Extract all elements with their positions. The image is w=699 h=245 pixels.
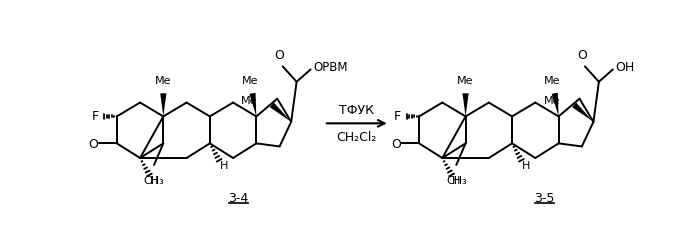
Text: 3-4: 3-4 (229, 192, 249, 205)
Text: Me: Me (544, 96, 560, 106)
Text: H: H (452, 176, 461, 186)
Text: 3-5: 3-5 (535, 192, 555, 205)
Text: Me: Me (241, 96, 258, 106)
Text: F: F (92, 110, 99, 123)
Text: Me: Me (242, 76, 259, 86)
Text: Me: Me (155, 76, 171, 86)
Polygon shape (572, 103, 593, 122)
Polygon shape (160, 93, 166, 116)
Text: O: O (391, 138, 401, 151)
Text: Me: Me (544, 76, 561, 86)
Text: OH: OH (615, 61, 635, 74)
Text: O: O (89, 138, 99, 151)
Text: OPBM: OPBM (313, 61, 347, 74)
Polygon shape (552, 93, 559, 116)
Text: CH₃: CH₃ (446, 176, 467, 186)
Text: CH₂Cl₂: CH₂Cl₂ (336, 131, 377, 144)
Text: F: F (394, 110, 401, 123)
Polygon shape (270, 103, 291, 122)
Text: CH₃: CH₃ (144, 176, 164, 186)
Text: H: H (150, 176, 158, 186)
Text: O: O (577, 49, 586, 62)
Text: Me: Me (457, 76, 474, 86)
Text: O: O (275, 49, 284, 62)
Text: H: H (522, 161, 531, 172)
Polygon shape (250, 93, 257, 116)
Text: H: H (219, 161, 228, 172)
Polygon shape (463, 93, 468, 116)
Text: ТФУК: ТФУК (339, 104, 374, 117)
